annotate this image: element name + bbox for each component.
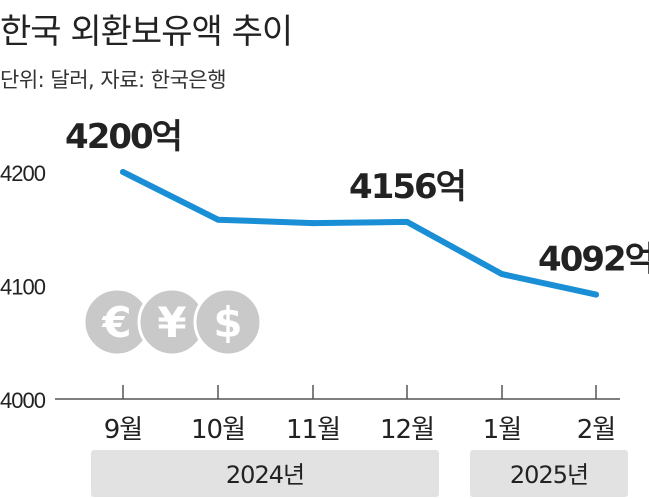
data-label: 4156억 <box>349 167 465 207</box>
dollar-icon-circle <box>193 287 263 357</box>
year-group-label: 2024년 <box>226 461 304 489</box>
y-tick-label: 4200 <box>0 161 46 186</box>
x-tick-label: 12월 <box>380 415 434 445</box>
data-point <box>404 218 410 225</box>
dollar-icon: $ <box>193 287 263 357</box>
x-tick-label: 9월 <box>104 415 142 445</box>
x-tick-label: 2월 <box>577 415 615 445</box>
year-group-box <box>470 450 628 497</box>
series-line-layer <box>120 169 599 298</box>
data-point <box>499 271 505 278</box>
x-tick-label: 11월 <box>286 415 340 445</box>
data-point <box>593 291 599 298</box>
data-labels: 4200억 4156억 4092억 <box>65 117 649 280</box>
chart-title: 한국 외환보유액 추이 <box>0 12 293 52</box>
axes: 4000 4100 4200 9월 10월 11월 12월 1월 2월 <box>0 161 620 445</box>
year-group: 2024년 <box>91 450 439 497</box>
data-point <box>215 216 221 223</box>
x-tick-label: 1월 <box>483 415 521 445</box>
year-group-box <box>91 450 439 497</box>
y-tick-label: 4000 <box>0 388 46 413</box>
data-label: 4092억 <box>538 240 649 280</box>
yen-icon: ¥ <box>137 287 207 357</box>
series-line <box>120 169 599 298</box>
x-tick-label: 10월 <box>191 415 245 445</box>
data-point <box>310 220 316 227</box>
dollar-icon-glyph: $ <box>213 298 242 347</box>
year-group-label: 2025년 <box>510 461 588 489</box>
data-point <box>120 169 126 175</box>
data-label: 4200억 <box>65 117 181 157</box>
euro-icon: € <box>82 287 152 357</box>
chart-subtitle: 단위: 달러, 자료: 한국은행 <box>0 68 227 92</box>
yen-icon-glyph: ¥ <box>157 298 186 347</box>
y-tick-label: 4100 <box>0 275 46 300</box>
currency-icons: € ¥ $ <box>82 287 263 357</box>
year-groups: 2024년 2025년 <box>91 450 628 497</box>
euro-icon-glyph: € <box>101 298 131 347</box>
year-group: 2025년 <box>470 450 628 497</box>
